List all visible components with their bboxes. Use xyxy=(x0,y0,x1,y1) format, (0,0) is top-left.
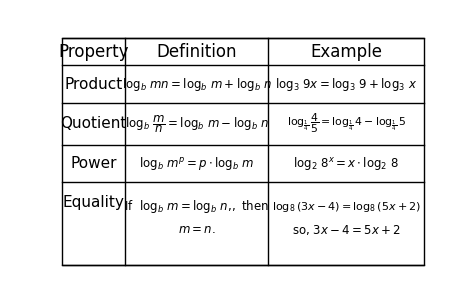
Text: $\log_{b}\, mn = \log_{b}\, m + \log_{b}\, n$: $\log_{b}\, mn = \log_{b}\, m + \log_{b}… xyxy=(122,76,272,93)
Text: $\log_{b}\, m^{p} = p \cdot \log_{b}\, m$: $\log_{b}\, m^{p} = p \cdot \log_{b}\, m… xyxy=(139,155,255,172)
Text: $m = n.$: $m = n.$ xyxy=(178,224,216,236)
Text: $\log_{b}\, \dfrac{m}{n} = \log_{b}\, m - \log_{b}\, n$: $\log_{b}\, \dfrac{m}{n} = \log_{b}\, m … xyxy=(125,113,269,135)
Text: If  $\log_{b}\, m = \log_{b}\, n,\!,$ then: If $\log_{b}\, m = \log_{b}\, n,\!,$ the… xyxy=(124,198,269,215)
Text: $\log_{\frac{1}{4}} \dfrac{4}{5} = \log_{\frac{1}{4}} 4 - \log_{\frac{1}{4}} 5$: $\log_{\frac{1}{4}} \dfrac{4}{5} = \log_… xyxy=(287,112,406,136)
Text: Definition: Definition xyxy=(156,43,237,61)
Text: Example: Example xyxy=(310,43,383,61)
Text: Product: Product xyxy=(64,77,122,92)
Text: Quotient: Quotient xyxy=(60,116,127,131)
Text: Power: Power xyxy=(70,156,117,171)
Text: $\log_{8}(3x-4) = \log_{8}(5x+2)$: $\log_{8}(3x-4) = \log_{8}(5x+2)$ xyxy=(272,200,421,214)
Text: $\log_{2}\, 8^{x} = x \cdot \log_{2}\, 8$: $\log_{2}\, 8^{x} = x \cdot \log_{2}\, 8… xyxy=(293,155,399,172)
Text: Property: Property xyxy=(58,43,128,61)
Text: $\log_{3}\, 9x = \log_{3}\, 9 + \log_{3}\, x$: $\log_{3}\, 9x = \log_{3}\, 9 + \log_{3}… xyxy=(275,76,417,93)
Text: Equality: Equality xyxy=(63,195,124,210)
Text: so, $3x - 4 = 5x+2$: so, $3x - 4 = 5x+2$ xyxy=(292,223,401,237)
